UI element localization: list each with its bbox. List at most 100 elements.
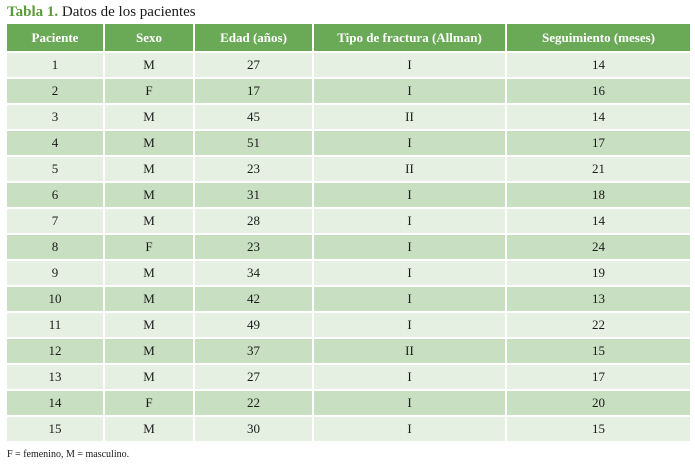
cell-seguimiento: 14 [505,51,690,78]
header-seguimiento: Seguimiento (meses) [505,24,690,53]
cell-seguimiento: 13 [505,285,690,312]
table-row: 4 M 51 I 17 [7,129,690,156]
cell-edad: 23 [193,233,313,260]
cell-tipo-fractura: II [312,337,506,364]
cell-edad: 42 [193,285,313,312]
cell-tipo-fractura: I [312,285,506,312]
table-row: 12 M 37 II 15 [7,337,690,364]
cell-tipo-fractura: I [312,129,506,156]
table-row: 1 M 27 I 14 [7,51,690,78]
cell-sexo: M [103,337,194,364]
cell-paciente: 10 [7,285,104,312]
cell-edad: 30 [193,415,313,441]
table-row: 10 M 42 I 13 [7,285,690,312]
cell-paciente: 4 [7,129,104,156]
cell-paciente: 9 [7,259,104,286]
cell-paciente: 7 [7,207,104,234]
cell-sexo: M [103,259,194,286]
table-caption-text: Datos de los pacientes [61,4,196,20]
cell-sexo: M [103,129,194,156]
patient-data-table: Paciente Sexo Edad (años) Tipo de fractu… [7,24,690,441]
table-row: 7 M 28 I 14 [7,207,690,234]
cell-paciente: 13 [7,363,104,390]
cell-seguimiento: 15 [505,337,690,364]
cell-tipo-fractura: I [312,233,506,260]
cell-tipo-fractura: I [312,259,506,286]
table-row: 3 M 45 II 14 [7,103,690,130]
cell-edad: 27 [193,51,313,78]
cell-sexo: M [103,207,194,234]
cell-seguimiento: 21 [505,155,690,182]
cell-edad: 17 [193,77,313,104]
cell-sexo: M [103,311,194,338]
table-row: 6 M 31 I 18 [7,181,690,208]
cell-seguimiento: 17 [505,129,690,156]
cell-edad: 34 [193,259,313,286]
cell-sexo: F [103,233,194,260]
cell-seguimiento: 16 [505,77,690,104]
cell-paciente: 6 [7,181,104,208]
cell-paciente: 5 [7,155,104,182]
cell-sexo: M [103,51,194,78]
cell-edad: 23 [193,155,313,182]
header-sexo: Sexo [103,24,194,53]
header-tipo-fractura: Tipo de fractura (Allman) [312,24,506,53]
cell-tipo-fractura: I [312,311,506,338]
cell-paciente: 12 [7,337,104,364]
cell-paciente: 11 [7,311,104,338]
table-row: 15 M 30 I 15 [7,415,690,441]
table-caption: Tabla 1. Datos de los pacientes [7,3,196,21]
cell-seguimiento: 18 [505,181,690,208]
table-caption-label: Tabla 1. [7,4,59,20]
cell-seguimiento: 17 [505,363,690,390]
cell-tipo-fractura: I [312,51,506,78]
header-edad: Edad (años) [193,24,313,53]
cell-edad: 22 [193,389,313,416]
cell-sexo: F [103,389,194,416]
cell-seguimiento: 22 [505,311,690,338]
cell-seguimiento: 24 [505,233,690,260]
table-footnote: F = femenino, M = masculino. [7,449,130,460]
cell-paciente: 1 [7,51,104,78]
cell-tipo-fractura: I [312,415,506,441]
cell-sexo: M [103,285,194,312]
cell-sexo: M [103,181,194,208]
cell-edad: 28 [193,207,313,234]
table-row: 9 M 34 I 19 [7,259,690,286]
cell-paciente: 15 [7,415,104,441]
table-row: 5 M 23 II 21 [7,155,690,182]
cell-sexo: M [103,103,194,130]
cell-seguimiento: 15 [505,415,690,441]
cell-tipo-fractura: I [312,77,506,104]
cell-paciente: 8 [7,233,104,260]
cell-edad: 45 [193,103,313,130]
cell-seguimiento: 19 [505,259,690,286]
cell-tipo-fractura: I [312,181,506,208]
table-row: 2 F 17 I 16 [7,77,690,104]
cell-sexo: M [103,415,194,441]
cell-tipo-fractura: II [312,155,506,182]
header-paciente: Paciente [7,24,104,53]
cell-seguimiento: 20 [505,389,690,416]
cell-edad: 31 [193,181,313,208]
cell-seguimiento: 14 [505,207,690,234]
cell-edad: 51 [193,129,313,156]
cell-seguimiento: 14 [505,103,690,130]
table-header-row: Paciente Sexo Edad (años) Tipo de fractu… [7,24,690,53]
cell-tipo-fractura: I [312,207,506,234]
table-row: 11 M 49 I 22 [7,311,690,338]
cell-sexo: F [103,77,194,104]
cell-tipo-fractura: I [312,389,506,416]
cell-paciente: 2 [7,77,104,104]
cell-sexo: M [103,155,194,182]
table-row: 14 F 22 I 20 [7,389,690,416]
table-row: 13 M 27 I 17 [7,363,690,390]
cell-edad: 49 [193,311,313,338]
cell-paciente: 14 [7,389,104,416]
cell-edad: 37 [193,337,313,364]
cell-sexo: M [103,363,194,390]
cell-edad: 27 [193,363,313,390]
cell-paciente: 3 [7,103,104,130]
table-row: 8 F 23 I 24 [7,233,690,260]
cell-tipo-fractura: II [312,103,506,130]
